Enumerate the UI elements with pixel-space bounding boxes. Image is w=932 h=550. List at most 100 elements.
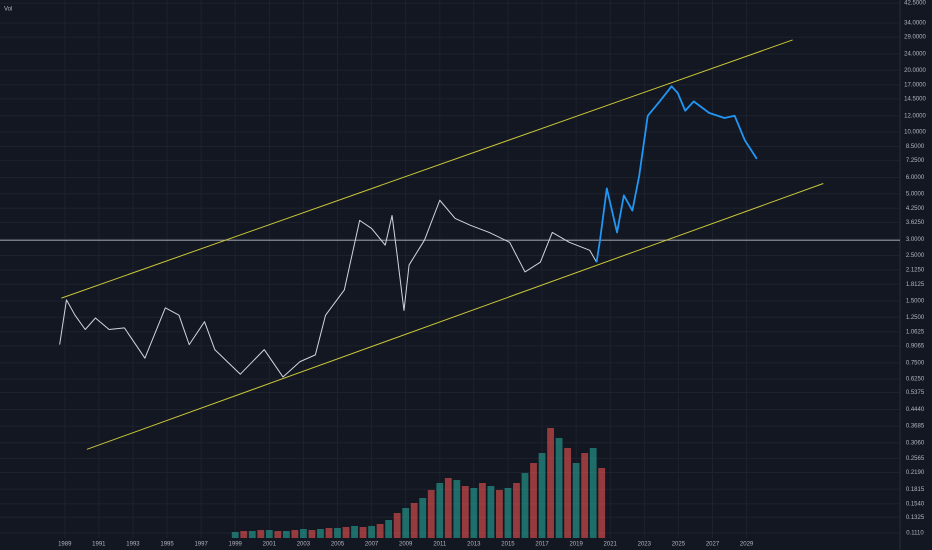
volume-bar — [572, 463, 580, 538]
y-tick-label: 0.9065 — [906, 344, 925, 350]
y-tick-label: 14.5000 — [904, 96, 926, 102]
volume-bar — [427, 490, 435, 538]
trend-line — [61, 39, 793, 299]
x-tick-label: 2019 — [569, 542, 583, 548]
y-tick-label: 10.0000 — [904, 130, 926, 136]
x-tick-label: 2017 — [535, 542, 549, 548]
volume-bar — [410, 503, 418, 538]
volume-bar — [351, 526, 358, 538]
y-tick-label: 0.3060 — [906, 440, 925, 446]
y-tick-label: 7.2500 — [906, 158, 925, 164]
x-tick-label: 2011 — [433, 542, 447, 548]
y-tick-label: 24.0000 — [904, 52, 926, 58]
y-tick-label: 2.1250 — [906, 268, 925, 274]
volume-bar — [317, 529, 324, 538]
y-tick-label: 3.6250 — [906, 220, 925, 226]
volume-bar — [453, 480, 461, 538]
volume-bar — [308, 530, 316, 538]
volume-bar — [419, 498, 427, 538]
x-tick-label: 2023 — [638, 542, 652, 548]
x-tick-label: 2005 — [331, 542, 345, 548]
volume-bar — [265, 530, 273, 538]
y-tick-label: 0.6250 — [906, 377, 925, 383]
volume-bar — [436, 483, 444, 538]
y-tick-label: 1.5000 — [906, 299, 925, 305]
y-tick-label: 12.0000 — [904, 113, 926, 119]
x-tick-label: 2021 — [604, 542, 618, 548]
y-tick-label: 34.0000 — [904, 21, 926, 27]
y-tick-label: 3.0000 — [906, 237, 925, 243]
y-tick-label: 29.0000 — [904, 35, 926, 41]
volume-bar — [538, 453, 546, 538]
y-tick-label: 6.0000 — [906, 175, 925, 181]
volume-bar — [521, 473, 529, 538]
volume-bar — [589, 448, 597, 538]
x-tick-label: 1993 — [126, 542, 140, 548]
y-tick-label: 1.8125 — [906, 282, 925, 288]
y-tick-label: 8.5000 — [906, 144, 925, 150]
y-tick-label: 0.1815 — [906, 487, 925, 493]
volume-bar — [461, 486, 469, 538]
volume-bar — [342, 527, 350, 538]
x-tick-label: 2015 — [501, 542, 515, 548]
volume-bar — [274, 531, 282, 538]
y-tick-label: 17.0000 — [904, 82, 926, 88]
trend-line — [86, 183, 824, 450]
y-tick-label: 0.1325 — [906, 515, 925, 521]
y-tick-label: 0.2190 — [906, 470, 925, 476]
volume-label: Vol — [4, 7, 12, 13]
y-tick-label: 0.1540 — [906, 501, 925, 507]
volume-bar — [334, 528, 341, 538]
x-tick-label: 2007 — [365, 542, 379, 548]
y-tick-label: 2.5000 — [906, 253, 925, 259]
volume-bar — [325, 528, 333, 538]
x-tick-label: 1999 — [229, 542, 243, 548]
volume-bar — [291, 530, 299, 538]
x-tick-label: 2001 — [263, 542, 277, 548]
x-tick-label: 2003 — [297, 542, 311, 548]
y-tick-label: 0.5375 — [906, 390, 925, 396]
volume-bar — [496, 490, 503, 538]
volume-bar — [393, 513, 401, 538]
volume-bar — [513, 483, 520, 538]
y-tick-label: 0.4440 — [906, 407, 925, 413]
volume-bar — [368, 526, 375, 538]
volume-bar — [555, 438, 563, 538]
y-tick-label: 1.0625 — [906, 329, 925, 335]
x-tick-label: 2009 — [399, 542, 413, 548]
y-tick-label: 4.2500 — [906, 206, 925, 212]
y-tick-label: 0.2565 — [906, 456, 925, 462]
x-tick-label: 2029 — [740, 542, 754, 548]
x-tick-label: 1995 — [160, 542, 174, 548]
volume-bar — [581, 453, 589, 538]
volume-bar — [402, 508, 410, 538]
volume-bar — [444, 478, 452, 538]
y-tick-label: 0.7500 — [906, 360, 925, 366]
price-line — [59, 199, 598, 378]
volume-bar — [470, 488, 478, 538]
volume-bar — [478, 483, 486, 538]
volume-bar — [257, 530, 265, 538]
volume-bar — [504, 488, 512, 538]
x-tick-label: 2027 — [706, 542, 720, 548]
volume-bar — [300, 529, 307, 538]
y-tick-label: 42.5000 — [904, 1, 926, 7]
x-tick-label: 2013 — [467, 542, 481, 548]
volume-bar — [359, 527, 367, 538]
volume-bar — [598, 468, 606, 538]
volume-bar — [530, 463, 537, 538]
volume-bar — [282, 531, 290, 538]
x-tick-label: 1997 — [194, 542, 208, 548]
volume-bar — [547, 428, 554, 538]
x-tick-label: 2025 — [672, 542, 686, 548]
volume-bar — [231, 532, 239, 538]
volume-bar — [385, 520, 393, 538]
volume-bar — [240, 531, 248, 538]
y-tick-label: 0.3685 — [906, 424, 925, 430]
x-tick-label: 1991 — [92, 542, 106, 548]
volume-bar — [376, 524, 384, 538]
x-tick-label: 1989 — [58, 542, 72, 548]
volume-bar — [248, 531, 256, 538]
y-tick-label: 0.1110 — [906, 531, 924, 537]
